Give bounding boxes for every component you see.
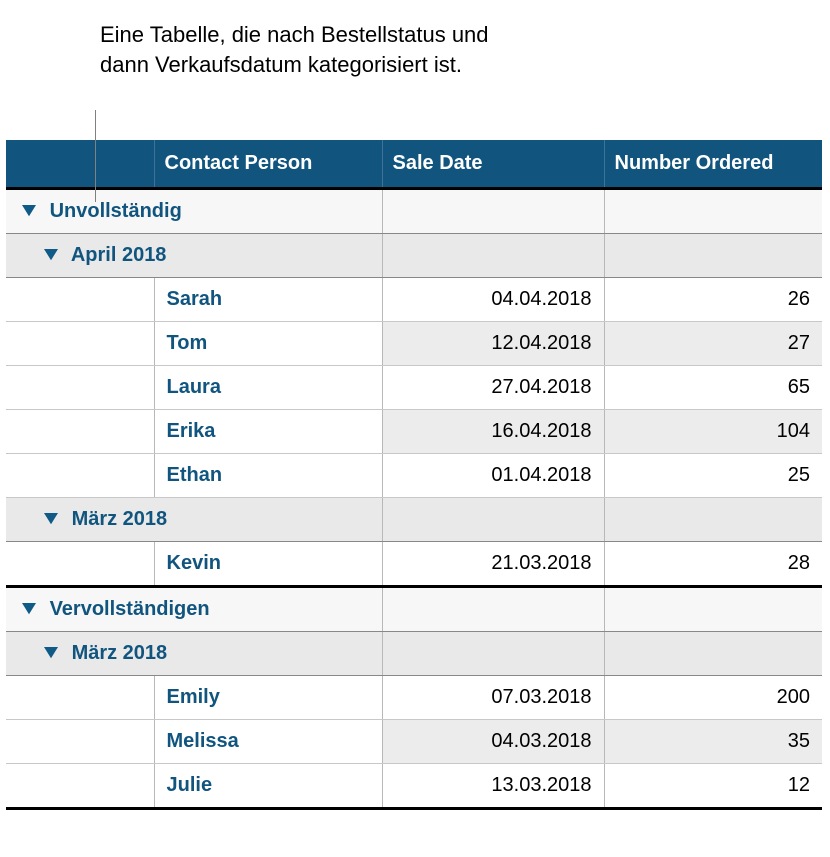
sale-date-cell[interactable]: 16.04.2018 [382,410,604,454]
contact-person-cell[interactable]: Erika [154,410,382,454]
subgroup-label[interactable]: April 2018 [6,234,382,278]
table-row[interactable]: Julie13.03.201812 [6,764,822,809]
sale-date-cell[interactable]: 13.03.2018 [382,764,604,809]
row-blank-cell [6,366,154,410]
caption-area: Eine Tabelle, die nach Bestellstatus und… [0,0,830,140]
group-label-text: Unvollständig [50,200,182,222]
group-label-text: Vervollständigen [50,598,210,620]
contact-person-cell[interactable]: Kevin [154,542,382,587]
table-row[interactable]: Laura27.04.201865 [6,366,822,410]
contact-person-cell[interactable]: Sarah [154,278,382,322]
number-ordered-cell[interactable]: 26 [604,278,822,322]
subgroup-row-month[interactable]: März 2018 [6,498,822,542]
column-header-number-ordered[interactable]: Number Ordered [604,140,822,189]
group-label[interactable]: Unvollständig [6,189,382,234]
sale-date-cell[interactable]: 07.03.2018 [382,676,604,720]
table-row[interactable]: Sarah04.04.201826 [6,278,822,322]
row-blank-cell [6,278,154,322]
subgroup-cell-empty [604,632,822,676]
data-table: Contact Person Sale Date Number Ordered … [6,140,822,810]
table-row[interactable]: Emily07.03.2018200 [6,676,822,720]
group-cell-empty [382,189,604,234]
group-label[interactable]: Vervollständigen [6,587,382,632]
sale-date-cell[interactable]: 04.04.2018 [382,278,604,322]
number-ordered-cell[interactable]: 104 [604,410,822,454]
column-header-blank[interactable] [6,140,154,189]
contact-person-cell[interactable]: Melissa [154,720,382,764]
subgroup-cell-empty [604,234,822,278]
row-blank-cell [6,720,154,764]
row-blank-cell [6,542,154,587]
table-row[interactable]: Tom12.04.201827 [6,322,822,366]
subgroup-cell-empty [382,632,604,676]
disclosure-triangle-icon[interactable] [22,603,36,617]
subgroup-label-text: März 2018 [72,642,168,664]
callout-leader-line [95,110,96,202]
group-cell-empty [604,587,822,632]
row-blank-cell [6,410,154,454]
sale-date-cell[interactable]: 27.04.2018 [382,366,604,410]
subgroup-row-month[interactable]: März 2018 [6,632,822,676]
table-header-row: Contact Person Sale Date Number Ordered [6,140,822,189]
subgroup-label[interactable]: März 2018 [6,632,382,676]
number-ordered-cell[interactable]: 27 [604,322,822,366]
subgroup-cell-empty [382,234,604,278]
column-header-sale-date[interactable]: Sale Date [382,140,604,189]
contact-person-cell[interactable]: Julie [154,764,382,809]
contact-person-cell[interactable]: Ethan [154,454,382,498]
table-row[interactable]: Erika16.04.2018104 [6,410,822,454]
table-row[interactable]: Melissa04.03.201835 [6,720,822,764]
disclosure-triangle-icon[interactable] [22,205,36,219]
group-row-status[interactable]: Unvollständig [6,189,822,234]
contact-person-cell[interactable]: Tom [154,322,382,366]
row-blank-cell [6,322,154,366]
row-blank-cell [6,764,154,809]
subgroup-row-month[interactable]: April 2018 [6,234,822,278]
group-cell-empty [604,189,822,234]
contact-person-cell[interactable]: Laura [154,366,382,410]
number-ordered-cell[interactable]: 28 [604,542,822,587]
caption-text: Eine Tabelle, die nach Bestellstatus und… [100,20,500,79]
disclosure-triangle-icon[interactable] [44,513,58,527]
sale-date-cell[interactable]: 12.04.2018 [382,322,604,366]
group-cell-empty [382,587,604,632]
table-row[interactable]: Kevin21.03.201828 [6,542,822,587]
row-blank-cell [6,454,154,498]
group-row-status[interactable]: Vervollständigen [6,587,822,632]
sale-date-cell[interactable]: 21.03.2018 [382,542,604,587]
subgroup-cell-empty [604,498,822,542]
number-ordered-cell[interactable]: 12 [604,764,822,809]
disclosure-triangle-icon[interactable] [44,249,58,263]
column-header-contact[interactable]: Contact Person [154,140,382,189]
sale-date-cell[interactable]: 01.04.2018 [382,454,604,498]
subgroup-label-text: April 2018 [71,244,167,266]
number-ordered-cell[interactable]: 65 [604,366,822,410]
number-ordered-cell[interactable]: 35 [604,720,822,764]
table-row[interactable]: Ethan01.04.201825 [6,454,822,498]
number-ordered-cell[interactable]: 25 [604,454,822,498]
disclosure-triangle-icon[interactable] [44,647,58,661]
contact-person-cell[interactable]: Emily [154,676,382,720]
subgroup-label-text: März 2018 [72,508,168,530]
sale-date-cell[interactable]: 04.03.2018 [382,720,604,764]
row-blank-cell [6,676,154,720]
subgroup-label[interactable]: März 2018 [6,498,382,542]
number-ordered-cell[interactable]: 200 [604,676,822,720]
subgroup-cell-empty [382,498,604,542]
